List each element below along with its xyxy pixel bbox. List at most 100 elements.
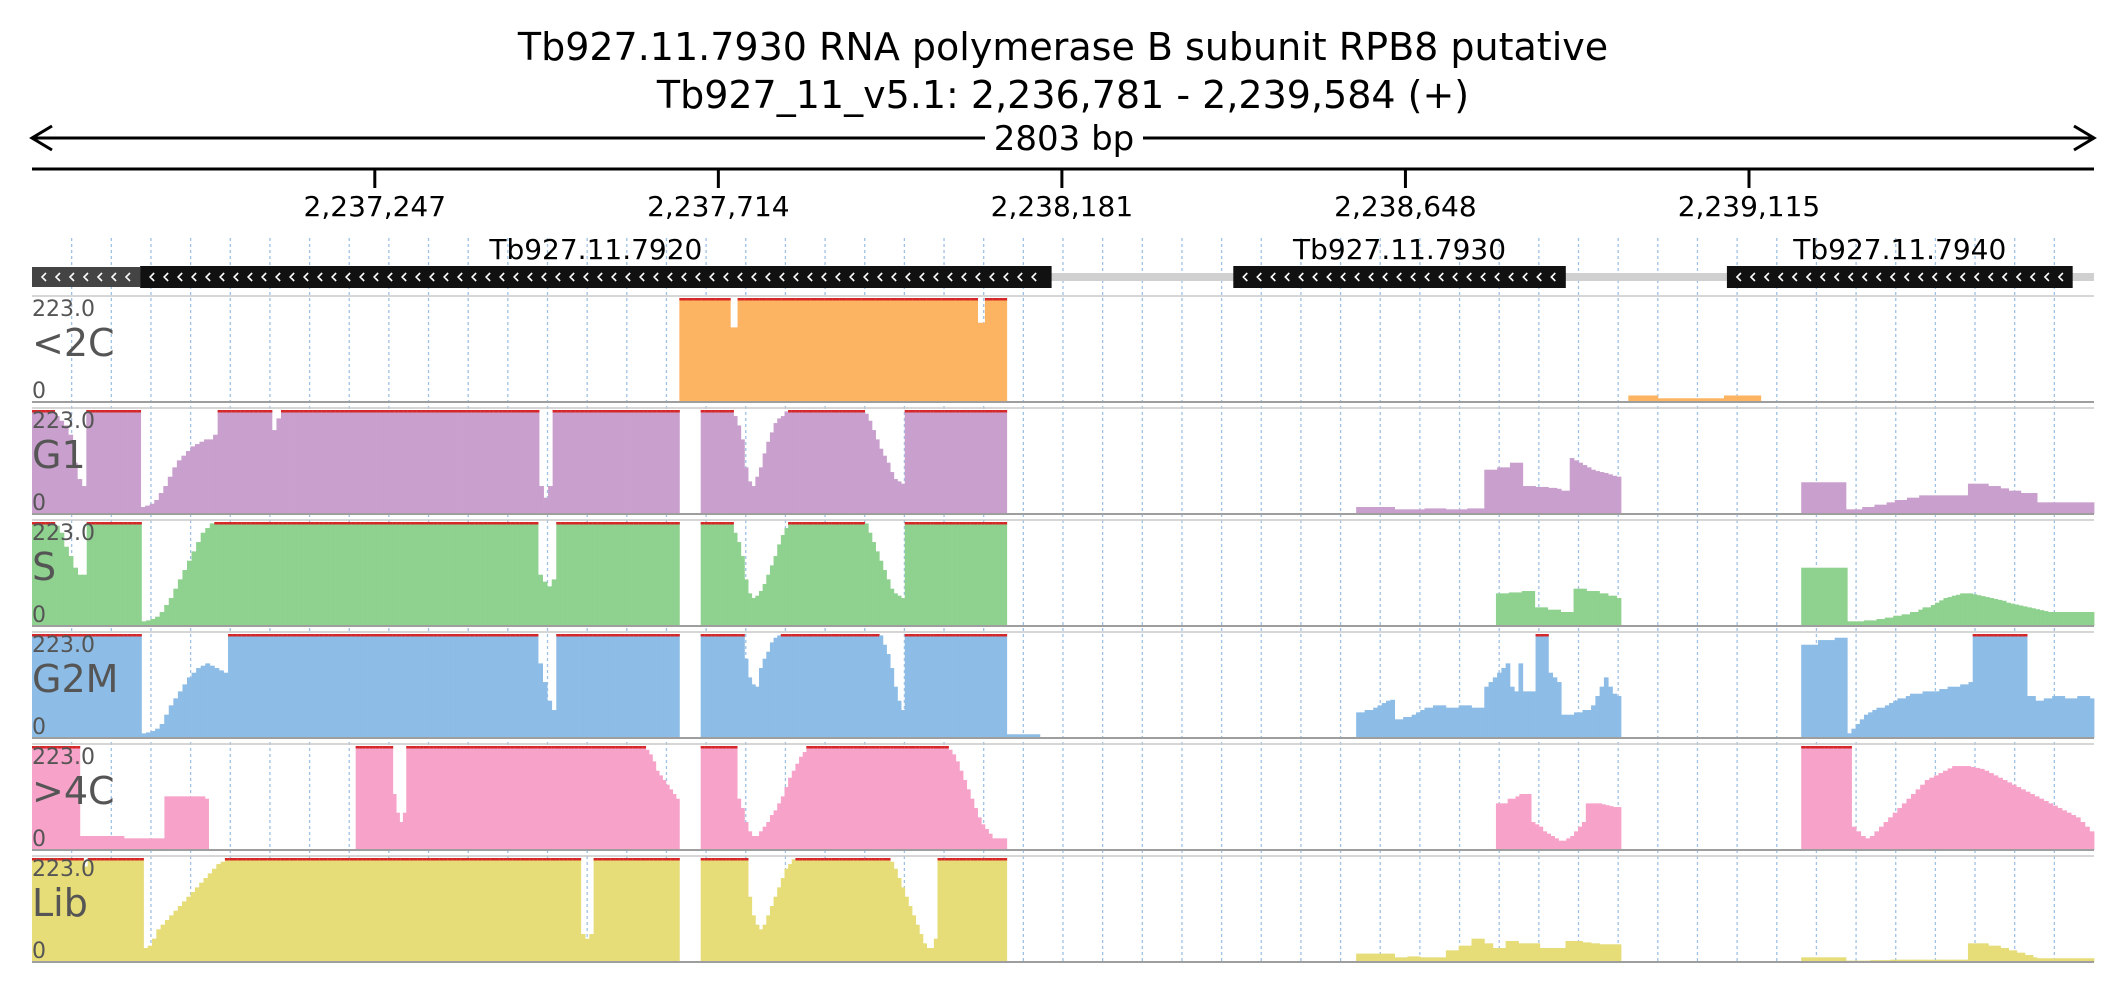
coverage-bar	[1972, 594, 1978, 626]
coverage-bar	[1518, 943, 1524, 962]
coverage-bar	[2024, 955, 2030, 962]
coverage-clip-marker	[226, 410, 232, 413]
coverage-bar	[674, 634, 680, 738]
coverage-clip-marker	[332, 522, 338, 525]
coverage-bar	[1586, 710, 1592, 738]
coverage-bar	[554, 746, 559, 850]
coverage-bar	[788, 634, 793, 738]
coverage-bar	[1902, 500, 1908, 514]
coverage-bar	[54, 634, 60, 738]
coverage-clip-marker	[937, 522, 942, 525]
coverage-clip-marker	[510, 746, 515, 749]
coverage-clip-marker	[973, 410, 978, 413]
coverage-clip-marker	[733, 634, 738, 637]
coverage-bar	[337, 522, 343, 626]
coverage-bar	[197, 796, 202, 850]
coverage-bar	[879, 448, 884, 514]
coverage-bar	[1518, 462, 1524, 514]
coverage-bar	[118, 522, 124, 626]
coverage-bar	[860, 522, 866, 626]
coverage-bar	[988, 858, 993, 962]
coverage-bar	[2065, 958, 2071, 962]
coverage-bar	[647, 410, 653, 514]
coverage-bar	[922, 522, 927, 626]
coverage-bar	[1505, 467, 1511, 514]
coverage-clip-marker	[842, 746, 847, 749]
coverage-bar	[566, 410, 572, 514]
coverage-bar	[831, 858, 836, 962]
coverage-bar	[86, 410, 92, 514]
coverage-bar	[246, 634, 252, 738]
coverage-clip-marker	[640, 858, 646, 861]
coverage-clip-marker	[933, 298, 942, 301]
coverage-clip-marker	[455, 522, 461, 525]
coverage-bar	[1441, 508, 1447, 514]
coverage-bar	[1534, 607, 1540, 626]
coverage-bar	[1562, 840, 1567, 850]
coverage-bar	[1988, 486, 1993, 514]
coverage-bar	[177, 906, 183, 962]
coverage-clip-marker	[552, 410, 558, 413]
coverage-bar	[259, 634, 265, 738]
coverage-bar	[36, 410, 42, 514]
coverage-clip-marker	[401, 634, 407, 637]
coverage-clip-marker	[610, 634, 616, 637]
coverage-bar	[200, 665, 206, 738]
coverage-clip-marker	[428, 522, 434, 525]
coverage-bar	[875, 858, 880, 962]
coverage-bar	[287, 634, 293, 738]
coverage-bar	[1595, 471, 1601, 514]
coverage-clip-marker	[817, 858, 822, 861]
coverage-bar	[1616, 598, 1622, 626]
coverage-bar	[995, 838, 1000, 850]
coverage-clip-marker	[977, 858, 982, 861]
coverage-bar	[893, 479, 898, 514]
coverage-bar	[466, 746, 471, 850]
coverage-clip-marker	[601, 522, 607, 525]
coverage-clip-marker	[915, 410, 920, 413]
coverage-bar	[919, 410, 924, 514]
coverage-clip-marker	[65, 746, 70, 749]
coverage-bar	[373, 634, 379, 738]
coverage-clip-marker	[926, 746, 931, 749]
coverage-bar	[114, 634, 120, 738]
coverage-bar	[593, 858, 599, 962]
coverage-bar	[1488, 943, 1494, 962]
coverage-bar	[904, 896, 909, 962]
coverage-bar	[875, 746, 880, 850]
coverage-bar	[276, 858, 282, 962]
coverage-clip-marker	[615, 746, 620, 749]
coverage-bar	[392, 794, 397, 850]
coverage-bar	[428, 634, 434, 738]
coverage-clip-marker	[879, 858, 884, 861]
coverage-bar	[861, 298, 869, 402]
coverage-clip-marker	[653, 858, 659, 861]
coverage-clip-marker	[882, 858, 887, 861]
coverage-bar	[835, 858, 840, 962]
coverage-clip-marker	[486, 858, 492, 861]
coverage-clip-marker	[926, 298, 935, 301]
coverage-bar	[1501, 948, 1507, 962]
coverage-clip-marker	[973, 522, 978, 525]
coverage-clip-marker	[525, 410, 531, 413]
coverage-bar	[241, 522, 247, 626]
coverage-bar	[2004, 948, 2010, 962]
coverage-bar	[404, 858, 410, 962]
coverage-clip-marker	[933, 522, 938, 525]
coverage-bar	[970, 634, 975, 738]
coverage-bar	[707, 746, 713, 850]
coverage-clip-marker	[619, 858, 625, 861]
track-name: >4C	[32, 769, 115, 813]
coverage-clip-marker	[941, 298, 949, 301]
coverage-clip-marker	[864, 634, 869, 637]
coverage-bar	[262, 410, 268, 514]
coverage-bar	[806, 634, 811, 738]
coverage-clip-marker	[136, 634, 142, 637]
coverage-clip-marker	[1824, 746, 1830, 749]
coverage-bar	[882, 570, 887, 626]
coverage-clip-marker	[2010, 634, 2015, 637]
coverage-bar	[759, 298, 768, 402]
coverage-bar	[643, 410, 649, 514]
coverage-clip-marker	[255, 522, 261, 525]
coverage-bar	[493, 410, 499, 514]
